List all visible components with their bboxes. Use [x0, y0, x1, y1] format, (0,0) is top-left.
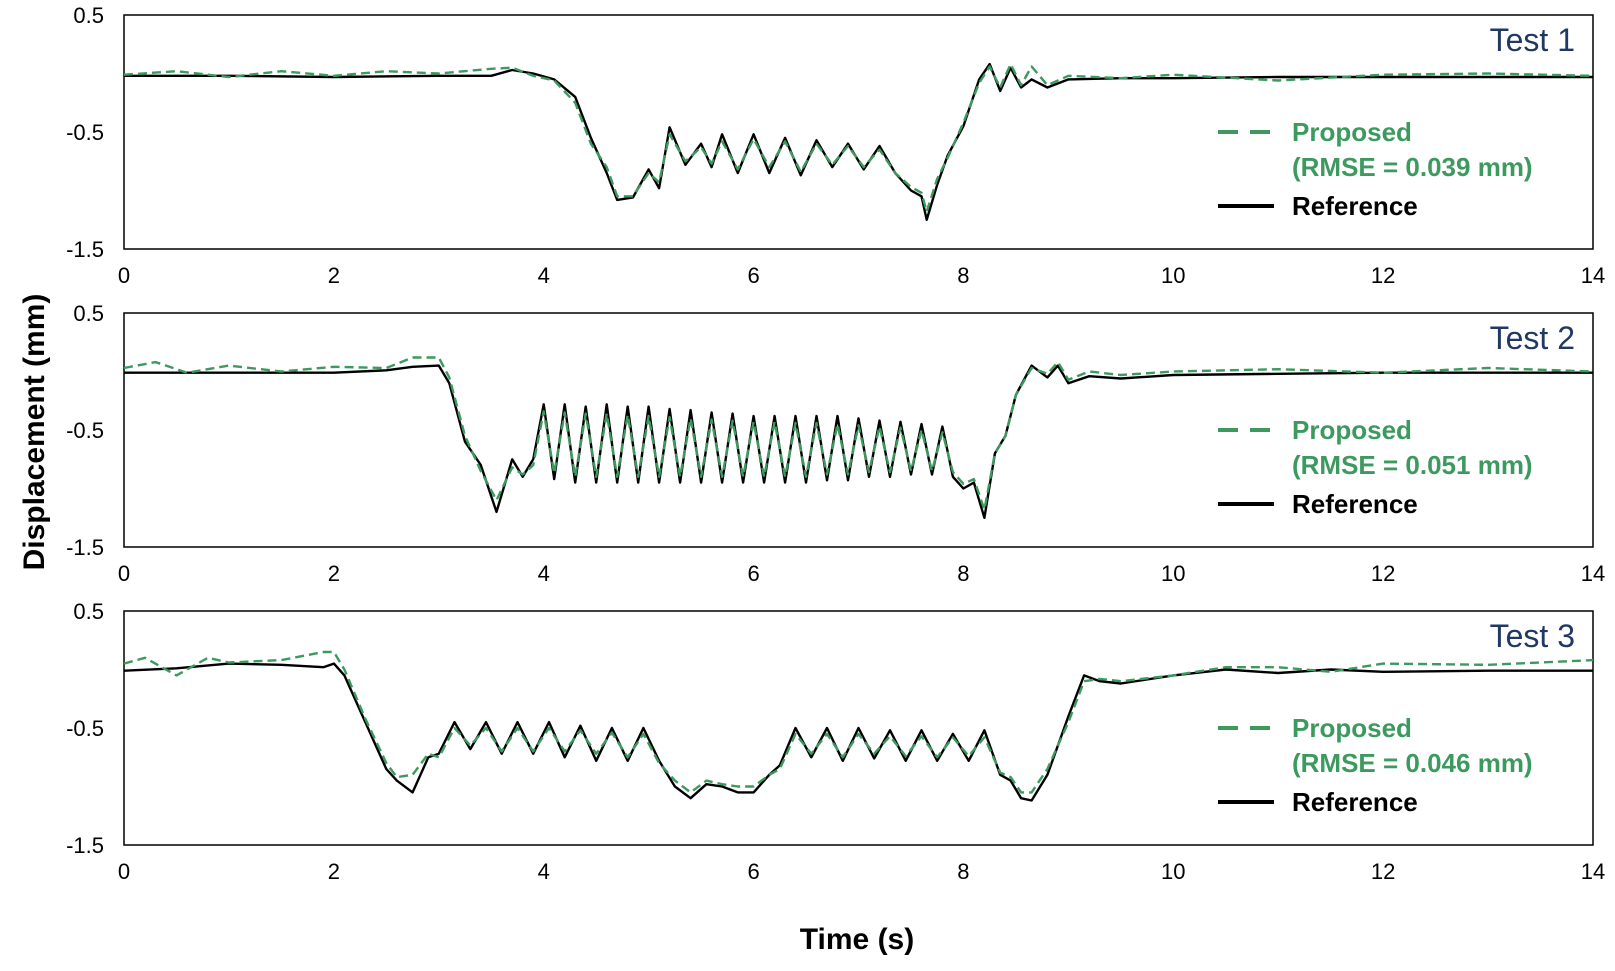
- legend-label-reference: Reference: [1292, 191, 1418, 221]
- x-tick-label: 4: [538, 561, 550, 586]
- y-tick-label: -0.5: [66, 418, 104, 443]
- y-axis-title: Displacement (mm): [18, 294, 51, 571]
- legend-label-proposed: Proposed: [1292, 415, 1412, 445]
- x-tick-label: 6: [747, 859, 759, 884]
- y-tick-label: 0.5: [73, 3, 104, 28]
- x-tick-label: 14: [1581, 263, 1605, 288]
- legend-label-proposed: Proposed: [1292, 713, 1412, 743]
- legend-label-reference: Reference: [1292, 489, 1418, 519]
- plot-frame: [123, 312, 1594, 548]
- x-tick-label: 0: [118, 859, 130, 884]
- series-reference-line: [124, 62, 1593, 222]
- x-tick-label: 6: [747, 263, 759, 288]
- legend-rmse: (RMSE = 0.051 mm): [1292, 450, 1533, 480]
- x-tick-label: 2: [328, 561, 340, 586]
- plot-frame: [123, 14, 1594, 250]
- panel-title: Test 1: [1490, 22, 1575, 58]
- x-tick-label: 12: [1371, 263, 1395, 288]
- plot-frame: [123, 610, 1594, 846]
- y-tick-label: 0.5: [73, 599, 104, 624]
- legend-rmse: (RMSE = 0.046 mm): [1292, 748, 1533, 778]
- y-tick-label: -0.5: [66, 716, 104, 741]
- x-tick-label: 10: [1161, 859, 1185, 884]
- x-tick-label: 6: [747, 561, 759, 586]
- y-tick-label: -1.5: [66, 535, 104, 560]
- x-axis-title: Time (s): [800, 923, 914, 956]
- x-tick-label: 0: [118, 561, 130, 586]
- x-tick-label: 14: [1581, 561, 1605, 586]
- y-tick-label: -1.5: [66, 237, 104, 262]
- x-tick-label: 10: [1161, 561, 1185, 586]
- panel-1: 0.5 -0.5 -1.5 0 2 4 6 8 10 12 14 Test 1 Proposed (RMS…: [66, 3, 1605, 288]
- legend-label-proposed: Proposed: [1292, 117, 1412, 147]
- panel-2: 0.5 -0.5 -1.5 0 2 4 6 8 10 12 14 Test 2 Proposed (RMS…: [66, 301, 1605, 586]
- y-tick-label: -1.5: [66, 833, 104, 858]
- series-reference-line: [124, 364, 1593, 519]
- panel-title: Test 3: [1490, 618, 1575, 654]
- x-tick-label: 2: [328, 859, 340, 884]
- panel-title: Test 2: [1490, 320, 1575, 356]
- x-tick-label: 8: [957, 263, 969, 288]
- x-tick-label: 14: [1581, 859, 1605, 884]
- x-tick-label: 8: [957, 561, 969, 586]
- x-tick-label: 4: [538, 859, 550, 884]
- x-tick-label: 2: [328, 263, 340, 288]
- series-proposed-line: [123, 62, 1594, 213]
- x-tick-label: 12: [1371, 859, 1395, 884]
- y-tick-label: 0.5: [73, 301, 104, 326]
- legend-label-reference: Reference: [1292, 787, 1418, 817]
- x-tick-label: 4: [538, 263, 550, 288]
- x-tick-label: 0: [118, 263, 130, 288]
- series-proposed-line: [123, 356, 1594, 511]
- series-proposed-line: [123, 650, 1594, 794]
- legend-rmse: (RMSE = 0.039 mm): [1292, 152, 1533, 182]
- x-tick-label: 10: [1161, 263, 1185, 288]
- x-tick-label: 12: [1371, 561, 1395, 586]
- x-tick-label: 8: [957, 859, 969, 884]
- panel-3: 0.5 -0.5 -1.5 0 2 4 6 8 10 12 14 Test 3 Proposed (RMS…: [66, 599, 1605, 884]
- y-tick-label: -0.5: [66, 120, 104, 145]
